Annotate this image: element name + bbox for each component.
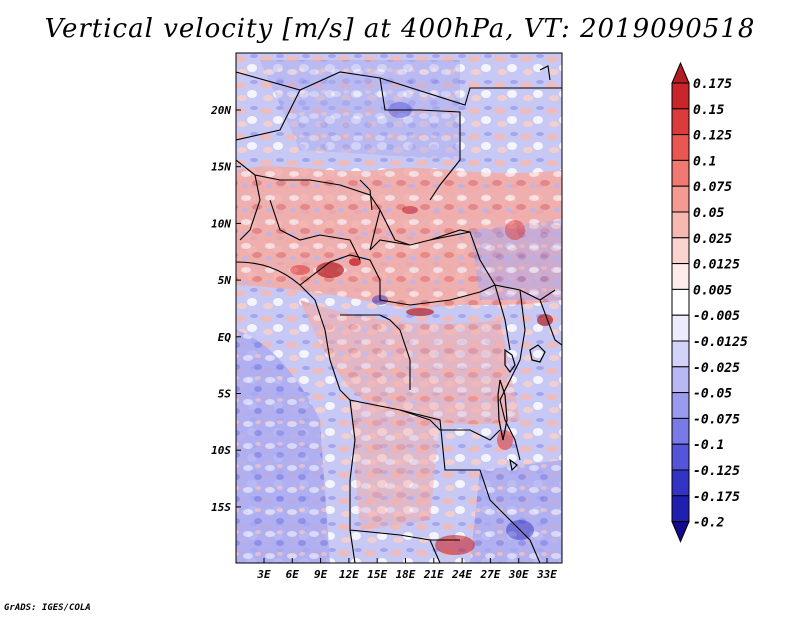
lat-label: 5N: [218, 274, 232, 287]
lat-label: 15S: [211, 501, 231, 514]
map-title: Vertical velocity [m/s] at 400hPa, VT: 2…: [44, 14, 756, 44]
colorbar-label: -0.0125: [693, 335, 748, 350]
lake-outlines: [497, 344, 546, 472]
colorbar-box: [671, 159, 690, 187]
colorbar-box: [671, 340, 690, 368]
colorbar-label: 0.125: [693, 129, 732, 144]
lon-label: 6E: [286, 568, 300, 581]
lat-label: EQ: [218, 331, 232, 344]
map-frame: [235, 52, 563, 564]
colorbar-label: -0.075: [693, 412, 740, 427]
colorbar-label: 0.15: [693, 103, 724, 118]
lon-label: 9E: [314, 568, 328, 581]
colorbar-box: [671, 82, 690, 110]
colorbar-label: 0.175: [693, 77, 732, 92]
lon-label: 21E: [423, 568, 444, 581]
field-shading: [236, 53, 562, 563]
colorbar-label: 0.005: [693, 283, 732, 298]
colorbar-label: -0.025: [693, 361, 740, 376]
colorbar-bottom-arrow: [671, 521, 690, 543]
colorbar-label: -0.125: [693, 464, 740, 479]
lat-label: 10N: [211, 217, 231, 230]
colorbar-box: [671, 237, 690, 265]
lat-label: 5S: [218, 388, 232, 401]
lon-ticks: 3E 6E 9E 12E 15E 18E 21E 24E 27E 30E 33E: [256, 558, 557, 581]
colorbar-label: 0.0125: [693, 258, 740, 273]
colorbar-label: -0.05: [693, 387, 732, 402]
lon-label: 15E: [367, 568, 387, 581]
colorbar-box: [671, 108, 690, 136]
lon-label: 3E: [256, 568, 271, 581]
colorbar-label: 0.1: [693, 154, 716, 169]
colorbar-box: [671, 185, 690, 213]
lat-label: 20N: [210, 104, 231, 117]
colorbar-box: [671, 211, 690, 239]
lon-label: 24E: [451, 568, 472, 581]
colorbar-label: -0.2: [693, 516, 724, 531]
colorbar-box: [671, 134, 690, 161]
colorbar-label: 0.075: [693, 180, 732, 195]
lon-label: 12E: [339, 568, 359, 581]
colorbar-box: [671, 366, 690, 394]
colorbar-box: [671, 392, 690, 419]
lon-label: 30E: [508, 568, 529, 581]
colorbar-box: [671, 263, 690, 290]
colorbar-box: [671, 469, 690, 497]
colorbar-box: [671, 495, 690, 523]
lat-ticks: 20N 15N 10N 5N EQ 5S 10S 15S: [210, 104, 241, 514]
lon-label: 33E: [536, 568, 557, 581]
country-borders: [236, 65, 562, 563]
colorbar-top-arrow: [671, 61, 690, 84]
colorbar-label: -0.1: [693, 438, 724, 453]
colorbar-box: [671, 417, 690, 445]
colorbar-box: [671, 443, 690, 471]
lon-label: 27E: [479, 568, 500, 581]
lat-label: 15N: [211, 161, 231, 174]
lon-label: 18E: [396, 568, 416, 581]
colorbar-label: 0.025: [693, 232, 732, 247]
colorbar-label: -0.005: [693, 309, 740, 324]
colorbar-label: 0.05: [693, 206, 724, 221]
lat-label: 10S: [211, 444, 231, 457]
colorbar-box: [671, 288, 690, 316]
colorbar-label: -0.175: [693, 490, 740, 505]
colorbar-box: [671, 314, 690, 342]
grads-credit: GrADS: IGES/COLA: [4, 603, 91, 613]
